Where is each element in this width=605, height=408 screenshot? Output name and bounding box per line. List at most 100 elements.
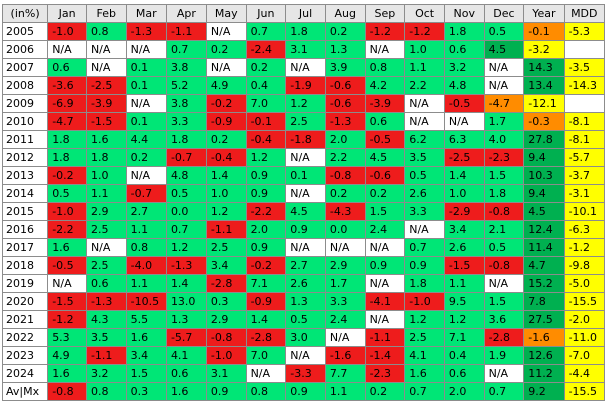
month-cell: 2.6: [404, 184, 445, 203]
month-cell: 3.4: [205, 256, 247, 275]
month-cell: 9.5: [443, 292, 485, 311]
month-cell: 1.7: [483, 112, 525, 131]
month-cell: 0.5: [483, 238, 525, 257]
mdd-cell: -3.7: [563, 166, 605, 185]
month-cell: -1.2: [404, 22, 445, 41]
month-cell: 0.9: [245, 184, 287, 203]
month-cell: 0.2: [125, 148, 167, 167]
month-cell: -0.8: [483, 256, 525, 275]
month-cell: 0.7: [165, 220, 207, 239]
year-total-cell: 14.3: [523, 58, 565, 77]
month-cell: 3.3: [324, 292, 366, 311]
month-cell: 3.3: [165, 112, 207, 131]
row-label: 2023: [1, 346, 49, 365]
month-cell: 4.9: [47, 346, 87, 365]
month-cell: 2.5: [285, 112, 326, 131]
month-cell: N/A: [285, 184, 326, 203]
month-cell: -1.1: [85, 346, 127, 365]
month-cell: 1.2: [165, 238, 207, 257]
year-total-cell: 11.4: [523, 238, 565, 257]
month-cell: -3.9: [364, 94, 406, 113]
header-cell-month: Oct: [404, 4, 445, 23]
month-cell: 3.5: [404, 148, 445, 167]
month-cell: 0.2: [205, 130, 247, 149]
row-label: 2008: [1, 76, 49, 95]
month-cell: N/A: [285, 346, 326, 365]
month-cell: 7.1: [245, 274, 287, 293]
month-cell: 1.9: [483, 346, 525, 365]
month-cell: 4.1: [165, 346, 207, 365]
month-cell: 0.6: [443, 364, 485, 383]
month-cell: 0.5: [47, 184, 87, 203]
header-row: (in%) Jan Feb Mar Apr May Jun Jul Aug Se…: [1, 4, 605, 23]
month-cell: 0.9: [404, 256, 445, 275]
month-cell: 1.4: [205, 166, 247, 185]
month-cell: N/A: [205, 22, 247, 41]
month-cell: N/A: [483, 364, 525, 383]
month-cell: 0.1: [125, 112, 167, 131]
month-cell: N/A: [205, 58, 247, 77]
month-cell: -2.2: [47, 220, 87, 239]
month-cell: N/A: [47, 274, 87, 293]
month-cell: 2.2: [324, 148, 366, 167]
year-total-cell: 13.4: [523, 76, 565, 95]
month-cell: 0.5: [483, 22, 525, 41]
month-cell: -0.5: [443, 94, 485, 113]
month-cell: 4.2: [364, 76, 406, 95]
month-cell: 2.5: [404, 328, 445, 347]
month-cell: 2.5: [85, 220, 127, 239]
month-cell: 13.0: [165, 292, 207, 311]
mdd-cell: -1.2: [563, 238, 605, 257]
month-cell: 1.6: [47, 238, 87, 257]
month-cell: -0.6: [324, 76, 366, 95]
month-cell: 2.2: [404, 76, 445, 95]
month-cell: 1.2: [404, 310, 445, 329]
table-row: 2007 0.6 N/A 0.1 3.8 N/A 0.2 N/A 3.9 0.8 1.1 3.2 N/A…: [1, 58, 605, 77]
month-cell: 1.4: [165, 274, 207, 293]
month-cell: 3.1: [285, 40, 326, 59]
month-cell: 4.5: [285, 202, 326, 221]
header-cell-month: Aug: [324, 4, 366, 23]
mdd-cell: -11.0: [563, 328, 605, 347]
month-cell: 0.6: [85, 274, 127, 293]
month-cell: N/A: [324, 238, 366, 257]
month-cell: -1.2: [47, 310, 87, 329]
row-label: 2020: [1, 292, 49, 311]
year-total-cell: 4.5: [523, 202, 565, 221]
table-row: 2023 4.9 -1.1 3.4 4.1 -1.0 7.0 N/A -1.6 -1.4 4.1 0.…: [1, 346, 605, 365]
month-cell: 1.8: [404, 274, 445, 293]
year-total-cell: 15.2: [523, 274, 565, 293]
month-cell: 5.3: [47, 328, 87, 347]
month-cell: 2.9: [85, 202, 127, 221]
month-cell: -2.2: [245, 202, 287, 221]
year-total-cell: 9.4: [523, 148, 565, 167]
month-cell: 0.6: [165, 364, 207, 383]
month-cell: 1.1: [324, 382, 366, 401]
year-total-cell: 7.8: [523, 292, 565, 311]
month-cell: 1.5: [125, 364, 167, 383]
month-cell: 1.6: [165, 382, 207, 401]
month-cell: 1.6: [404, 364, 445, 383]
month-cell: 1.8: [165, 130, 207, 149]
month-cell: N/A: [404, 94, 445, 113]
month-cell: 2.9: [324, 256, 366, 275]
month-cell: -0.2: [47, 166, 87, 185]
month-cell: N/A: [125, 40, 167, 59]
month-cell: 0.7: [245, 22, 287, 41]
month-cell: -2.4: [245, 40, 287, 59]
month-cell: 2.0: [324, 130, 366, 149]
mdd-cell: -8.1: [563, 112, 605, 131]
month-cell: 0.2: [245, 58, 287, 77]
table-row: 2019 N/A 0.6 1.1 1.4 -2.8 7.1 2.6 1.7 N/A 1.8 1.1 N/…: [1, 274, 605, 293]
mdd-cell: -5.0: [563, 274, 605, 293]
month-cell: 3.0: [285, 328, 326, 347]
month-cell: N/A: [483, 274, 525, 293]
month-cell: -1.0: [47, 22, 87, 41]
month-cell: N/A: [245, 364, 287, 383]
mdd-cell: -12.1: [523, 94, 565, 113]
year-total-cell: 9.4: [523, 184, 565, 203]
month-cell: 1.5: [483, 166, 525, 185]
year-total-cell: 27.5: [523, 310, 565, 329]
month-cell: -1.1: [364, 328, 406, 347]
month-cell: N/A: [285, 238, 326, 257]
